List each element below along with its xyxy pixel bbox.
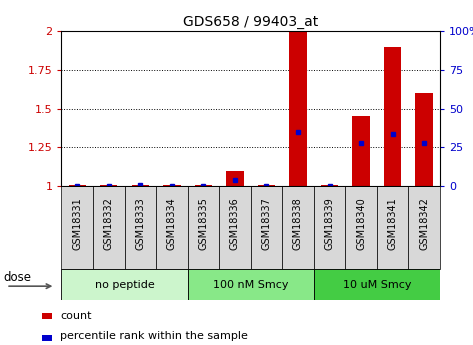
Bar	[282, 186, 314, 269]
Text: GSM18340: GSM18340	[356, 197, 366, 250]
Bar	[163, 185, 181, 186]
Text: 100 nM Smcy: 100 nM Smcy	[213, 280, 289, 289]
Bar	[377, 186, 408, 269]
Bar	[219, 186, 251, 269]
Text: percentile rank within the sample: percentile rank within the sample	[60, 331, 248, 341]
Bar	[93, 186, 124, 269]
Text: GSM18333: GSM18333	[135, 197, 145, 250]
Text: GSM18335: GSM18335	[198, 197, 209, 250]
Bar	[195, 185, 212, 186]
Bar	[226, 171, 244, 186]
Bar	[61, 186, 93, 269]
Bar	[61, 269, 188, 300]
Text: GSM18334: GSM18334	[167, 197, 177, 250]
Text: GSM18336: GSM18336	[230, 197, 240, 250]
Title: GDS658 / 99403_at: GDS658 / 99403_at	[183, 14, 318, 29]
Text: no peptide: no peptide	[95, 280, 154, 289]
Bar	[352, 117, 370, 186]
Text: count: count	[60, 311, 91, 321]
Bar	[384, 47, 401, 186]
Bar	[408, 186, 440, 269]
Text: GSM18341: GSM18341	[387, 197, 398, 250]
Text: dose: dose	[3, 271, 31, 284]
Bar	[156, 186, 188, 269]
Bar	[69, 185, 86, 186]
Bar	[289, 31, 307, 186]
Text: GSM18332: GSM18332	[104, 197, 114, 250]
Bar	[314, 269, 440, 300]
Text: GSM18331: GSM18331	[72, 197, 82, 250]
Text: 10 uM Smcy: 10 uM Smcy	[342, 280, 411, 289]
Bar	[251, 186, 282, 269]
Text: GSM18342: GSM18342	[419, 197, 429, 250]
Text: GSM18338: GSM18338	[293, 197, 303, 250]
Bar	[42, 314, 52, 319]
Bar	[258, 185, 275, 186]
Bar	[415, 93, 433, 186]
Bar	[131, 185, 149, 186]
Bar	[314, 186, 345, 269]
Bar	[42, 335, 52, 341]
Bar	[188, 269, 314, 300]
Bar	[188, 186, 219, 269]
Bar	[345, 186, 377, 269]
Text: GSM18339: GSM18339	[324, 197, 334, 250]
Text: GSM18337: GSM18337	[262, 197, 272, 250]
Bar	[124, 186, 156, 269]
Bar	[100, 185, 117, 186]
Bar	[321, 185, 338, 186]
